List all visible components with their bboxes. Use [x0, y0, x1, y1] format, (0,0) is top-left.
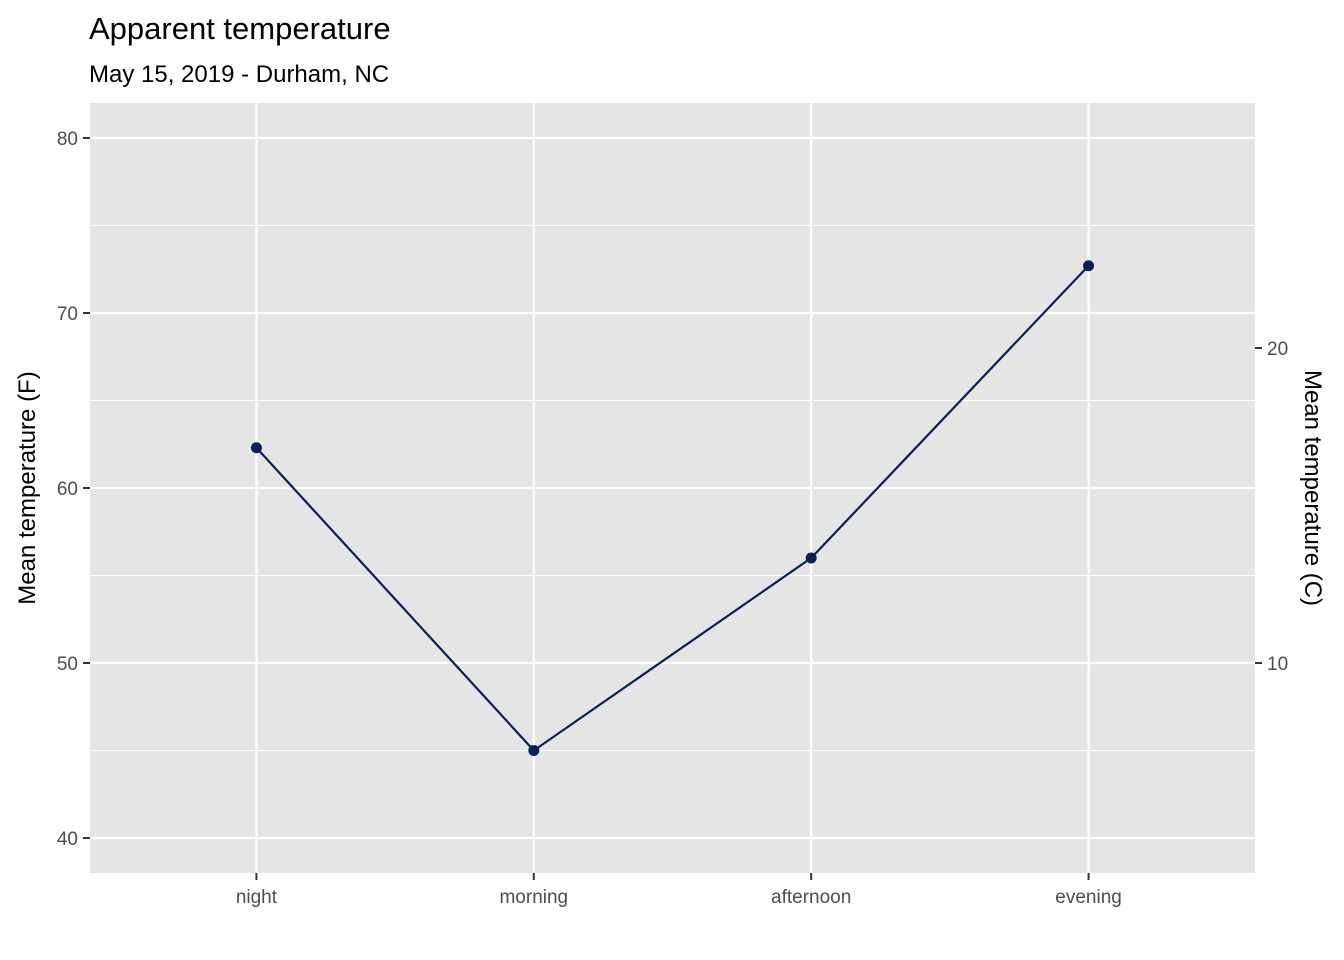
- y-tick-label: 70: [57, 304, 78, 325]
- data-point-night: [250, 442, 262, 454]
- y-axis-right: 10 20: [1255, 339, 1288, 675]
- major-grid: [90, 103, 1255, 873]
- x-tick-label: morning: [499, 887, 568, 908]
- series-line: [255, 264, 1090, 752]
- y-axis-left: 40 50 60 70 80: [57, 129, 90, 850]
- minor-grid: [90, 224, 1255, 752]
- y-tick-label: 50: [57, 654, 78, 675]
- y2-tick-label: 10: [1267, 654, 1288, 675]
- data-point-evening: [1083, 260, 1095, 272]
- series-line-group: [250, 260, 1095, 756]
- y-tick-label: 60: [57, 479, 78, 500]
- y2-axis-title: Mean temperature (C): [1299, 370, 1326, 606]
- chart-subtitle: May 15, 2019 - Durham, NC: [89, 61, 389, 88]
- x-tick-label: evening: [1055, 887, 1122, 908]
- x-axis: night morning afternoon evening: [236, 873, 1122, 908]
- y-tick-label: 40: [57, 829, 78, 850]
- x-tick-label: night: [236, 887, 278, 908]
- y-tick-label: 80: [57, 129, 78, 150]
- y-axis-title: Mean temperature (F): [14, 371, 41, 604]
- chart-title: Apparent temperature: [89, 11, 391, 46]
- y2-tick-label: 20: [1267, 339, 1288, 360]
- data-point-morning: [528, 745, 540, 756]
- data-point-afternoon: [805, 552, 817, 564]
- x-tick-label: afternoon: [771, 887, 851, 908]
